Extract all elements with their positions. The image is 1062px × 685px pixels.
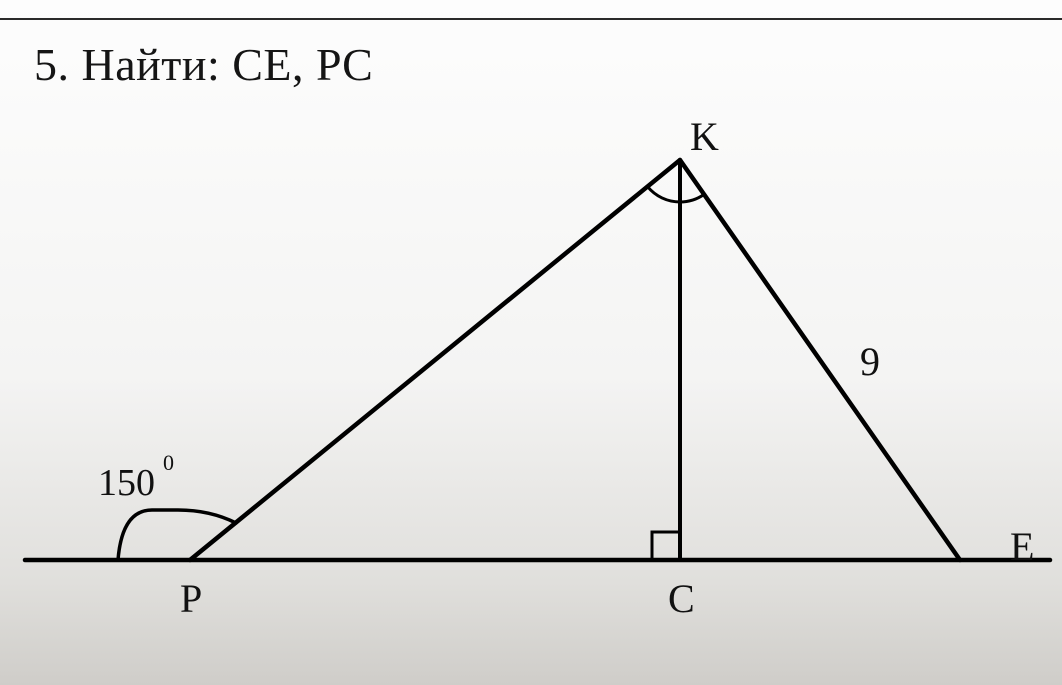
label-P: P (180, 576, 202, 621)
right-angle-marker-C (652, 532, 680, 560)
label-E: E (1010, 524, 1034, 569)
segment-PK (190, 160, 680, 560)
page-root: { "prompt": { "number": "5.", "text": "Н… (0, 0, 1062, 685)
label-angle-150-degree: 0 (163, 450, 174, 475)
label-C: C (668, 576, 695, 621)
label-KE-length: 9 (860, 339, 880, 384)
segment-KE (680, 160, 960, 560)
label-angle-150: 150 (98, 462, 155, 504)
geometry-figure: K E P C 9 150 0 (0, 0, 1062, 685)
label-K: K (690, 114, 719, 159)
angle-marker-K-right (680, 194, 704, 202)
angle-marker-K-left (648, 187, 681, 202)
